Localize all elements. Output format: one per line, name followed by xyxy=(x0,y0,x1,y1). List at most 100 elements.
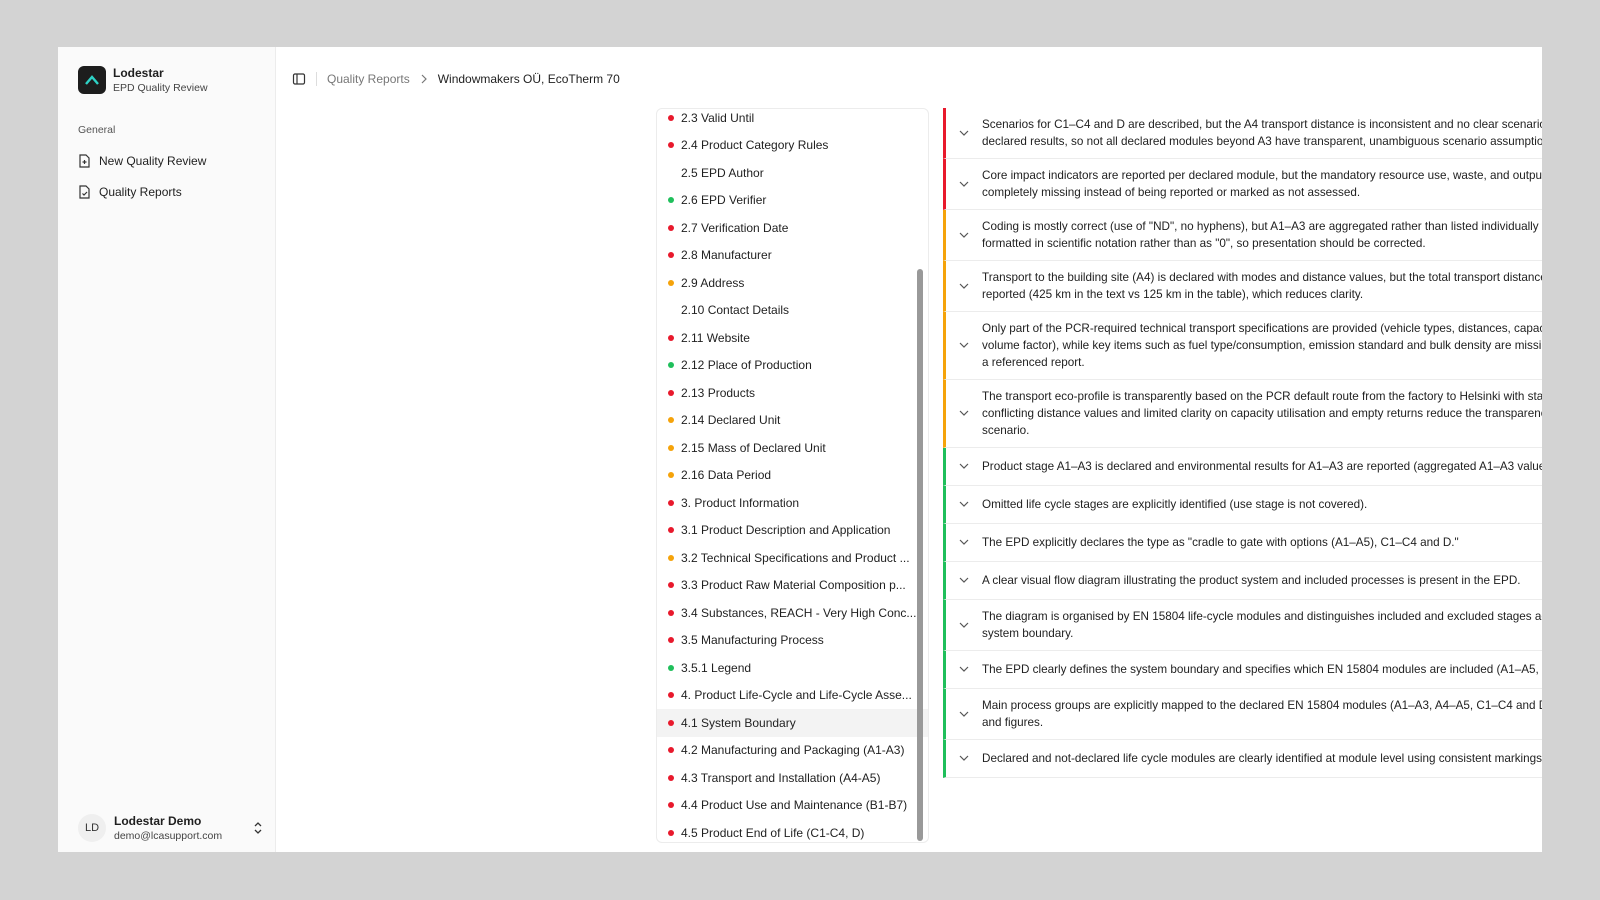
finding-text: A clear visual flow diagram illustrating… xyxy=(982,574,1521,587)
toc-item[interactable]: 2.11 Website xyxy=(657,324,928,352)
expand-chevron[interactable] xyxy=(946,577,982,584)
finding-text: Omitted life cycle stages are explicitly… xyxy=(982,498,1368,511)
toc-item[interactable]: 2.9 Address xyxy=(657,269,928,297)
toc-item[interactable]: 2.10 Contact Details xyxy=(657,297,928,325)
status-dot xyxy=(668,389,674,396)
main: Quality Reports Windowmakers OÜ, EcoTher… xyxy=(276,47,1542,852)
user-email: demo@lcasupport.com xyxy=(114,830,223,842)
scrollbar[interactable] xyxy=(917,269,923,841)
nav-item[interactable]: New Quality Review xyxy=(78,145,206,176)
finding-text: Declared and not-declared life cycle mod… xyxy=(982,752,1542,765)
expand-chevron[interactable] xyxy=(946,283,982,290)
toc-item[interactable]: 3.1 Product Description and Application xyxy=(657,517,928,545)
finding-text: The EPD explicitly declares the type as … xyxy=(982,536,1459,549)
toc-item[interactable]: 2.15 Mass of Declared Unit xyxy=(657,434,928,462)
brand[interactable]: Lodestar EPD Quality Review xyxy=(78,66,208,94)
finding-row[interactable]: Omitted life cycle stages are explicitly… xyxy=(943,486,1542,524)
status-dot xyxy=(668,582,674,589)
nav: New Quality Review Quality Reports xyxy=(78,145,206,207)
nav-label: New Quality Review xyxy=(99,153,207,168)
status-dot xyxy=(668,554,674,561)
expand-chevron[interactable] xyxy=(946,181,982,188)
finding-text: Only part of the PCR-required technical … xyxy=(982,322,1542,369)
finding-text: The EPD clearly defines the system bound… xyxy=(982,663,1542,676)
expand-chevron[interactable] xyxy=(946,501,982,508)
toc-label: 4. Product Life-Cycle and Life-Cycle Ass… xyxy=(681,688,912,703)
toc-item[interactable]: 2.5 EPD Author xyxy=(657,159,928,187)
expand-chevron[interactable] xyxy=(946,666,982,673)
breadcrumb-link[interactable]: Quality Reports xyxy=(327,72,410,86)
finding-text: Coding is mostly correct (use of "ND", n… xyxy=(982,220,1542,250)
toc-item[interactable]: 2.8 Manufacturer xyxy=(657,242,928,270)
expand-chevron[interactable] xyxy=(946,463,982,470)
finding-row[interactable]: The EPD clearly defines the system bound… xyxy=(943,651,1542,689)
status-dot xyxy=(668,417,674,424)
status-dot xyxy=(668,334,674,341)
toc-item[interactable]: 4.3 Transport and Installation (A4-A5) xyxy=(657,764,928,792)
expand-chevron[interactable] xyxy=(946,622,982,629)
toc-item[interactable]: 4.2 Manufacturing and Packaging (A1-A3) xyxy=(657,737,928,765)
finding-row[interactable]: The transport eco-profile is transparent… xyxy=(943,380,1542,448)
toc-item[interactable]: 4.1 System Boundary xyxy=(657,709,928,737)
finding-row[interactable]: A clear visual flow diagram illustrating… xyxy=(943,562,1542,600)
expand-chevron[interactable] xyxy=(946,342,982,349)
finding-row[interactable]: Core impact indicators are reported per … xyxy=(943,159,1542,210)
toc-item[interactable]: 3.2 Technical Specifications and Product… xyxy=(657,544,928,572)
toc-item[interactable]: 3. Product Information xyxy=(657,489,928,517)
toc-item[interactable]: 2.3 Valid Until xyxy=(657,109,928,132)
breadcrumb-current: Windowmakers OÜ, EcoTherm 70 xyxy=(437,72,620,86)
toc-item[interactable]: 3.3 Product Raw Material Composition p..… xyxy=(657,572,928,600)
brand-subtitle: EPD Quality Review xyxy=(113,82,208,94)
toc-label: 2.11 Website xyxy=(681,330,750,345)
expand-chevron[interactable] xyxy=(946,232,982,239)
toc-item[interactable]: 4.4 Product Use and Maintenance (B1-B7) xyxy=(657,792,928,820)
toc-label: 4.3 Transport and Installation (A4-A5) xyxy=(681,770,881,785)
expand-chevron[interactable] xyxy=(946,755,982,762)
finding-row[interactable]: Transport to the building site (A4) is d… xyxy=(943,261,1542,312)
expand-chevron[interactable] xyxy=(946,539,982,546)
toc-label: 3. Product Information xyxy=(681,495,800,510)
finding-row[interactable]: Only part of the PCR-required technical … xyxy=(943,312,1542,380)
status-dot xyxy=(668,279,674,286)
toc-label: 2.15 Mass of Declared Unit xyxy=(681,440,826,455)
toc-item[interactable]: 4.5 Product End of Life (C1-C4, D) xyxy=(657,819,928,842)
toc-item[interactable]: 3.5 Manufacturing Process xyxy=(657,627,928,655)
toc-item[interactable]: 2.12 Place of Production xyxy=(657,352,928,380)
expand-chevron[interactable] xyxy=(946,410,982,417)
toc-item[interactable]: 2.7 Verification Date xyxy=(657,214,928,242)
sidebar-toggle[interactable] xyxy=(292,72,306,86)
finding-text: Transport to the building site (A4) is d… xyxy=(982,271,1542,301)
breadcrumb-chevron xyxy=(421,74,427,84)
status-dot xyxy=(668,829,674,836)
finding-row[interactable]: The diagram is organised by EN 15804 lif… xyxy=(943,600,1542,651)
toc-item[interactable]: 4. Product Life-Cycle and Life-Cycle Ass… xyxy=(657,682,928,710)
finding-row[interactable]: Scenarios for C1–C4 and D are described,… xyxy=(943,108,1542,159)
app-window: Lodestar EPD Quality Review General New Q… xyxy=(58,47,1542,852)
toc-label: 3.4 Substances, REACH - Very High Conc..… xyxy=(681,605,917,620)
status-dot xyxy=(668,142,674,149)
status-dot xyxy=(668,252,674,259)
toc-label: 4.5 Product End of Life (C1-C4, D) xyxy=(681,825,865,840)
toc-item[interactable]: 2.6 EPD Verifier xyxy=(657,187,928,215)
toc-label: 3.5.1 Legend xyxy=(681,660,752,675)
toc-item[interactable]: 3.4 Substances, REACH - Very High Conc..… xyxy=(657,599,928,627)
finding-row[interactable]: Product stage A1–A3 is declared and envi… xyxy=(943,448,1542,486)
expand-chevron[interactable] xyxy=(946,130,982,137)
toc-item[interactable]: 3.5.1 Legend xyxy=(657,654,928,682)
toc-item[interactable]: 2.16 Data Period xyxy=(657,462,928,490)
finding-row[interactable]: Main process groups are explicitly mappe… xyxy=(943,689,1542,740)
nav-item[interactable]: Quality Reports xyxy=(78,176,206,207)
toc-item[interactable]: 2.13 Products xyxy=(657,379,928,407)
finding-row[interactable]: The EPD explicitly declares the type as … xyxy=(943,524,1542,562)
finding-text: Scenarios for C1–C4 and D are described,… xyxy=(982,118,1542,148)
user-menu[interactable]: LD Lodestar Demo demo@lcasupport.com xyxy=(78,814,263,842)
toc-item[interactable]: 2.4 Product Category Rules xyxy=(657,132,928,160)
toc-label: 2.8 Manufacturer xyxy=(681,248,772,263)
finding-row[interactable]: Coding is mostly correct (use of "ND", n… xyxy=(943,210,1542,261)
finding-row[interactable]: Declared and not-declared life cycle mod… xyxy=(943,740,1542,778)
expand-chevron[interactable] xyxy=(946,711,982,718)
toc-item[interactable]: 2.14 Declared Unit xyxy=(657,407,928,435)
status-dot xyxy=(668,499,674,506)
